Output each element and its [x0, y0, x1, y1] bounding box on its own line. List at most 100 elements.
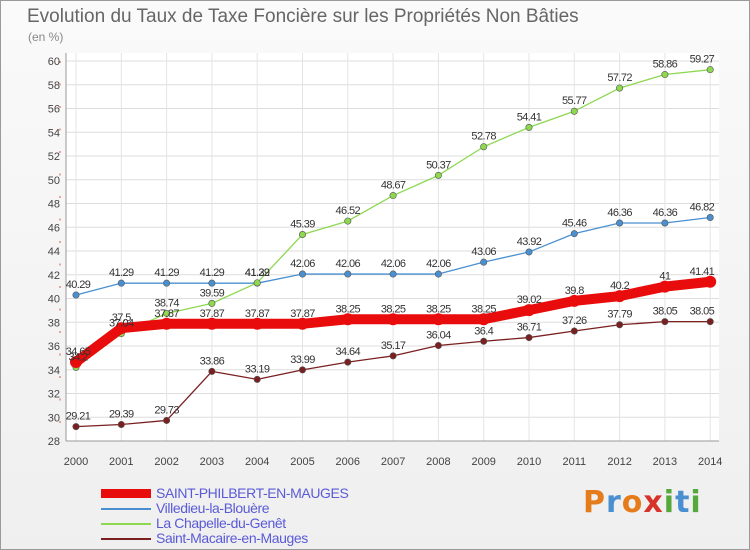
data-point-saint-macaire: [570, 327, 578, 335]
data-label-la-chapelle: 50.37: [426, 159, 451, 171]
y-tick-label: 34: [48, 365, 60, 377]
data-point-saint-philbert: [477, 313, 490, 326]
y-tick-label: 54: [48, 127, 60, 139]
data-point-la-chapelle: [253, 279, 261, 287]
data-point-villedieu: [525, 248, 533, 256]
data-label-saint-macaire: 33.99: [290, 354, 315, 366]
data-label-saint-philbert: 37.5: [112, 312, 131, 324]
y-tick-label: 58: [48, 80, 60, 92]
data-label-la-chapelle: 38.74: [154, 297, 179, 309]
data-point-saint-philbert: [205, 317, 218, 330]
chart-data-labels: 34.65 37.5 37.87 37.87 37.87 37.87 38.25 38.25 3…: [66, 54, 716, 423]
logo-letter: t: [675, 485, 691, 520]
data-label-saint-philbert: 34.65: [66, 346, 91, 358]
data-point-la-chapelle: [706, 66, 714, 74]
data-label-villedieu: 42.06: [381, 258, 406, 270]
y-tick-label: 28: [48, 436, 60, 448]
data-label-la-chapelle: 34.2: [68, 351, 87, 363]
data-point-villedieu: [480, 258, 488, 266]
data-point-villedieu: [72, 291, 80, 299]
proxiti-logo: Proxiti: [583, 485, 702, 520]
x-tick-label: 2006: [336, 456, 360, 468]
data-label-villedieu: 42.06: [336, 258, 361, 270]
data-label-saint-macaire: 37.26: [562, 315, 587, 327]
legend-item-saint-philbert: SAINT-PHILBERT-EN-MAUGES: [101, 485, 501, 502]
x-tick-label: 2007: [381, 456, 405, 468]
legend-label: La Chapelle-du-Genêt: [156, 515, 286, 531]
x-tick-label: 2009: [471, 456, 495, 468]
legend-label: SAINT-PHILBERT-EN-MAUGES: [156, 485, 349, 501]
data-point-la-chapelle: [344, 217, 352, 225]
data-label-la-chapelle: 48.67: [381, 180, 406, 192]
y-tick-label: 30: [48, 412, 60, 424]
logo-letter: P: [583, 485, 606, 520]
data-label-saint-philbert: 37.87: [154, 308, 179, 320]
data-point-saint-macaire: [480, 337, 488, 345]
x-tick-label: 2002: [154, 456, 178, 468]
x-tick-label: 2013: [653, 456, 677, 468]
data-point-saint-philbert: [658, 280, 671, 293]
data-point-villedieu: [344, 270, 352, 278]
data-point-la-chapelle: [480, 143, 488, 151]
data-point-saint-philbert: [160, 317, 173, 330]
data-label-saint-philbert: 38.25: [381, 303, 406, 315]
data-label-villedieu: 46.82: [690, 202, 715, 214]
data-label-la-chapelle: 46.52: [336, 205, 361, 217]
data-point-la-chapelle: [525, 123, 533, 131]
x-tick-label: 2000: [64, 456, 88, 468]
data-label-la-chapelle: 58.86: [653, 59, 678, 71]
x-tick-label: 2010: [517, 456, 541, 468]
data-point-villedieu: [389, 270, 397, 278]
y-tick-label: 40: [48, 294, 60, 306]
y-tick-label: 46: [48, 222, 60, 234]
data-point-saint-macaire: [706, 318, 714, 326]
data-point-saint-philbert: [251, 317, 264, 330]
data-point-villedieu: [298, 270, 306, 278]
data-label-saint-philbert: 41: [659, 271, 671, 283]
data-point-saint-macaire: [525, 334, 533, 342]
data-point-saint-philbert: [613, 290, 626, 303]
data-label-villedieu: 46.36: [607, 207, 632, 219]
data-label-la-chapelle: 37.04: [109, 318, 134, 330]
x-tick-label: 2004: [245, 456, 269, 468]
data-label-saint-macaire: 34.64: [336, 346, 361, 358]
x-tick-label: 2012: [607, 456, 631, 468]
data-point-la-chapelle: [661, 71, 669, 79]
data-point-saint-philbert: [70, 356, 82, 369]
data-label-la-chapelle: 39.59: [200, 287, 225, 299]
data-label-villedieu: 41.29: [245, 267, 270, 279]
x-tick-label: 2005: [290, 456, 314, 468]
data-point-saint-macaire: [344, 358, 352, 366]
legend-label: Saint-Macaire-en-Mauges: [156, 530, 308, 546]
data-label-saint-macaire: 36.04: [426, 330, 451, 342]
data-point-saint-philbert: [341, 313, 354, 326]
data-label-saint-philbert: 38.25: [336, 303, 361, 315]
y-tick-label: 42: [48, 270, 60, 282]
data-point-la-chapelle: [434, 171, 442, 179]
data-label-saint-macaire: 29.21: [66, 411, 91, 423]
y-tick-label: 52: [48, 151, 60, 163]
legend-item-la-chapelle: La Chapelle-du-Genêt: [101, 515, 501, 532]
data-label-villedieu: 41.29: [109, 267, 134, 279]
data-label-saint-philbert: 39.8: [565, 285, 584, 297]
data-label-la-chapelle: 57.72: [607, 72, 632, 84]
chart-axes: 28 30 32 34 36 38 40 42 44 46 48 50 52 54 56 58 60 2000 20…: [48, 53, 722, 468]
x-tick-label: 2011: [562, 456, 586, 468]
data-label-saint-macaire: 29.73: [154, 404, 179, 416]
data-label-la-chapelle: 52.78: [471, 131, 496, 143]
data-label-saint-philbert: 37.87: [245, 308, 270, 320]
data-point-villedieu: [434, 270, 442, 278]
data-point-saint-macaire: [72, 423, 80, 431]
data-point-la-chapelle: [570, 107, 578, 115]
data-label-villedieu: 41.29: [200, 267, 225, 279]
data-label-la-chapelle: 55.77: [562, 95, 587, 107]
y-tick-label: 48: [48, 199, 60, 211]
data-label-saint-macaire: 36.71: [517, 322, 542, 334]
data-label-saint-philbert: 41.41: [690, 266, 715, 278]
chart-series: [70, 66, 717, 431]
legend-label: Villedieu-la-Blouère: [156, 500, 270, 516]
x-tick-label: 2014: [698, 456, 722, 468]
data-label-villedieu: 40.29: [66, 279, 91, 291]
data-point-saint-philbert: [387, 313, 400, 326]
